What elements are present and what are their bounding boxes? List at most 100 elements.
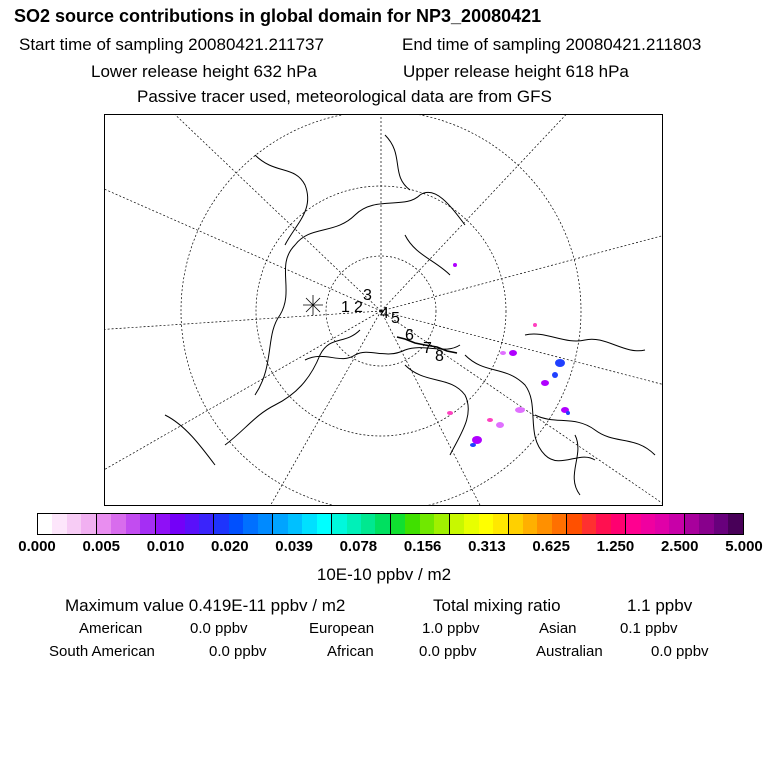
colorbar-swatch xyxy=(449,514,465,534)
colorbar-swatch xyxy=(214,514,229,534)
colorbar-swatch xyxy=(478,514,494,534)
colorbar-swatch xyxy=(228,514,244,534)
colorbar-swatch xyxy=(390,514,406,534)
colorbar-swatch xyxy=(332,514,347,534)
colorbar-units: 10E-10 ppbv / m2 xyxy=(316,565,452,584)
track-label: 4 xyxy=(380,305,389,322)
colorbar-swatch xyxy=(66,514,82,534)
region-name: South American xyxy=(49,643,155,660)
track-labels: 1 2 3 4 5 6 7 8 xyxy=(341,287,444,365)
trajectory-cluster xyxy=(396,336,458,354)
colorbar-swatch xyxy=(170,514,185,534)
track-label: 6 xyxy=(405,327,414,344)
colorbar-swatch xyxy=(537,514,552,534)
colorbar xyxy=(37,513,744,535)
colorbar-swatch xyxy=(96,514,112,534)
colorbar-swatch xyxy=(155,514,171,534)
colorbar-swatch xyxy=(38,514,53,534)
colorbar-swatch xyxy=(140,514,156,534)
region-value: 1.0 ppbv xyxy=(422,620,480,637)
colorbar-tick-label: 1.250 xyxy=(596,538,635,555)
colorbar-tick-label: 0.078 xyxy=(339,538,378,555)
plume-cell xyxy=(447,411,453,415)
colorbar-swatch xyxy=(419,514,435,534)
track-label: 3 xyxy=(363,287,372,304)
colorbar-swatch xyxy=(316,514,333,534)
upper-release-label: Upper release height 618 hPa xyxy=(403,62,629,81)
colorbar-tick-label: 0.020 xyxy=(211,538,249,555)
colorbar-tick-label: 0.010 xyxy=(146,538,185,555)
region-name: African xyxy=(327,643,374,660)
region-value: 0.1 ppbv xyxy=(620,620,678,637)
total-mixing-value: 1.1 ppbv xyxy=(627,596,693,615)
colorbar-swatch xyxy=(346,514,361,534)
plot-title: SO2 source contributions in global domai… xyxy=(14,6,542,26)
plume-cell xyxy=(541,380,549,386)
plume-cell xyxy=(533,323,537,327)
colorbar-swatch xyxy=(434,514,450,534)
region-value: 0.0 ppbv xyxy=(419,643,477,660)
colorbar-tick-label: 5.000 xyxy=(725,538,763,555)
plume-cell xyxy=(500,351,506,355)
plume-cell xyxy=(472,436,482,444)
colorbar-swatch xyxy=(581,514,597,534)
colorbar-swatch xyxy=(125,514,141,534)
map-svg: 1 2 3 4 5 6 7 8 xyxy=(105,115,662,505)
colorbar-swatch xyxy=(360,514,376,534)
track-label: 5 xyxy=(391,310,400,327)
max-value-label: Maximum value 0.419E-11 ppbv / m2 xyxy=(65,596,346,615)
lower-release-label: Lower release height 632 hPa xyxy=(91,62,317,81)
plume-cell xyxy=(555,359,565,367)
track-label: 2 xyxy=(354,299,363,316)
plume-cell xyxy=(515,407,525,413)
plume-cell xyxy=(509,350,517,356)
colorbar-swatch xyxy=(713,514,729,534)
colorbar-swatch xyxy=(464,514,479,534)
colorbar-swatch xyxy=(626,514,641,534)
region-name: Australian xyxy=(536,643,603,660)
total-mixing-label: Total mixing ratio xyxy=(433,596,561,615)
colorbar-tick-label: 0.313 xyxy=(468,538,506,555)
colorbar-tick-label: 0.005 xyxy=(82,538,121,555)
region-value: 0.0 ppbv xyxy=(190,620,248,637)
colorbar-swatch xyxy=(405,514,420,534)
plume-cell xyxy=(453,263,457,267)
coastlines xyxy=(164,134,656,496)
colorbar-swatch xyxy=(111,514,126,534)
plume-cell xyxy=(496,422,504,428)
colorbar-swatch xyxy=(184,514,199,534)
start-time-label: Start time of sampling 20080421.211737 xyxy=(19,35,324,54)
polar-map: 1 2 3 4 5 6 7 8 xyxy=(104,114,663,506)
colorbar-tick-label: 2.500 xyxy=(660,538,699,555)
track-label: 1 xyxy=(341,299,350,316)
plume-cell xyxy=(470,443,476,447)
colorbar-swatch xyxy=(243,514,258,534)
colorbar-swatch xyxy=(551,514,568,534)
colorbar-swatch xyxy=(302,514,317,534)
colorbar-swatch xyxy=(669,514,685,534)
region-name: Asian xyxy=(539,620,577,637)
colorbar-swatch xyxy=(493,514,509,534)
colorbar-swatch xyxy=(640,514,656,534)
region-value: 0.0 ppbv xyxy=(651,643,709,660)
colorbar-swatch xyxy=(257,514,274,534)
region-name: European xyxy=(309,620,375,637)
colorbar-swatch xyxy=(684,514,700,534)
colorbar-tick-label: 0.156 xyxy=(403,538,442,555)
colorbar-swatch xyxy=(52,514,67,534)
release-site-marker xyxy=(303,295,323,315)
track-label: 8 xyxy=(435,348,444,365)
region-value: 0.0 ppbv xyxy=(209,643,267,660)
colorbar-tick-label: 0.000 xyxy=(18,538,56,555)
track-label: 7 xyxy=(423,340,432,357)
plume-cell xyxy=(487,418,493,422)
graticule xyxy=(105,115,662,505)
colorbar-swatch xyxy=(198,514,215,534)
colorbar-swatch xyxy=(81,514,97,534)
colorbar-swatch xyxy=(655,514,670,534)
plume xyxy=(447,263,570,447)
end-time-label: End time of sampling 20080421.211803 xyxy=(402,35,702,54)
colorbar-swatch xyxy=(273,514,288,534)
colorbar-tick-label: 0.625 xyxy=(532,538,570,555)
plume-cell xyxy=(552,372,558,378)
